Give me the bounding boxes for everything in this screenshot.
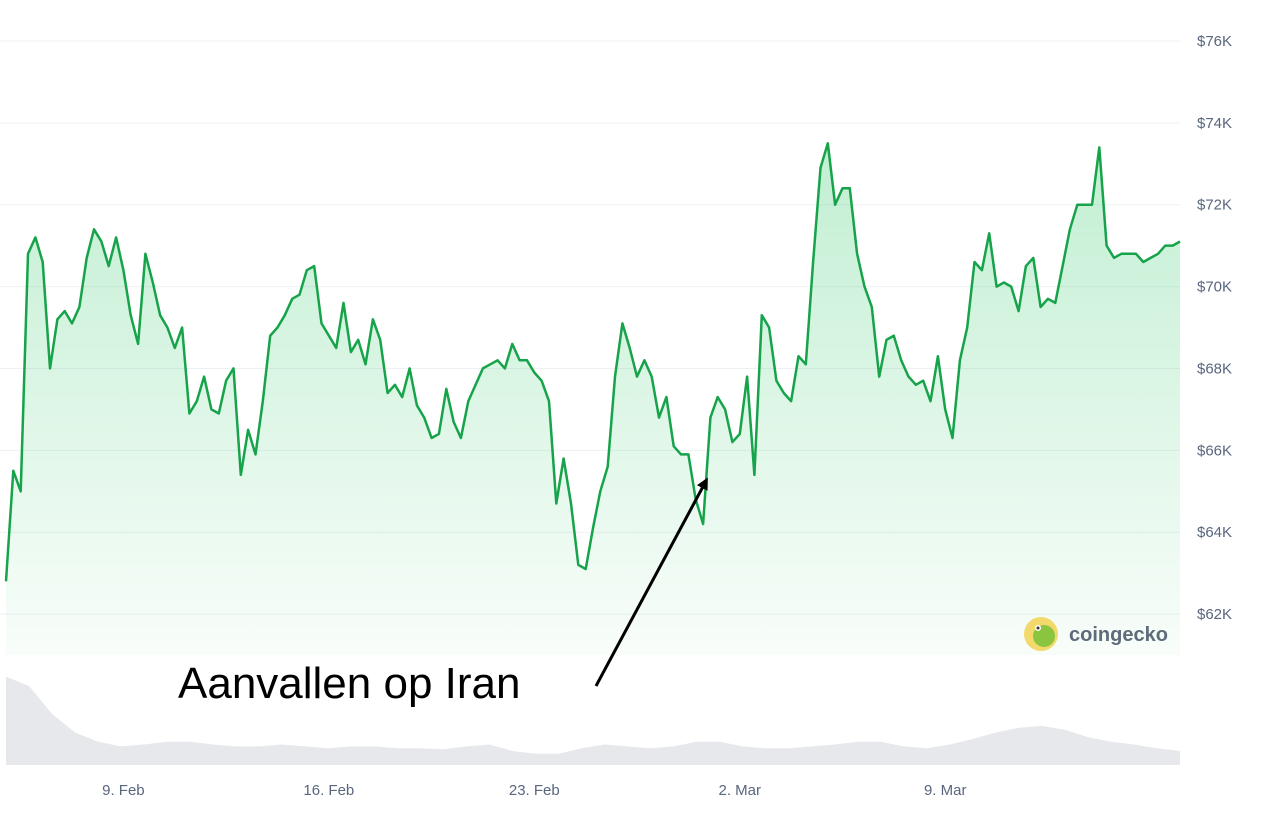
price-line bbox=[4, 142, 1181, 582]
y-tick-label: $66K bbox=[1197, 442, 1232, 459]
y-tick-label: $70K bbox=[1197, 279, 1232, 296]
x-tick-label: 2. Mar bbox=[718, 782, 761, 799]
y-tick-label: $74K bbox=[1197, 115, 1232, 132]
y-axis-ticks: $62K $64K $66K $68K $70K $72K $74K $76K bbox=[1197, 33, 1232, 623]
x-tick-label: 23. Feb bbox=[509, 782, 560, 799]
price-area bbox=[6, 143, 1180, 656]
x-tick-label: 9. Mar bbox=[924, 782, 967, 799]
y-tick-label: $76K bbox=[1197, 33, 1232, 50]
price-area-fill bbox=[6, 143, 1180, 656]
y-tick-label: $72K bbox=[1197, 197, 1232, 214]
annotation-text: Aanvallen op Iran bbox=[178, 659, 520, 708]
price-series-line bbox=[4, 142, 1181, 582]
y-tick-label: $62K bbox=[1197, 606, 1232, 623]
volume-area bbox=[6, 676, 1180, 765]
x-tick-label: 9. Feb bbox=[102, 782, 145, 799]
brand-name: coingecko bbox=[1069, 624, 1168, 646]
x-tick-label: 16. Feb bbox=[303, 782, 354, 799]
x-axis-ticks: 9. Feb 16. Feb 23. Feb 2. Mar 9. Mar bbox=[102, 782, 966, 799]
y-tick-label: $68K bbox=[1197, 360, 1232, 377]
annotation-arrow bbox=[594, 477, 708, 687]
annotation: Aanvallen op Iran bbox=[178, 477, 708, 708]
y-tick-label: $64K bbox=[1197, 524, 1232, 541]
volume-fill bbox=[6, 676, 1180, 765]
coingecko-logo: coingecko bbox=[1024, 617, 1168, 651]
